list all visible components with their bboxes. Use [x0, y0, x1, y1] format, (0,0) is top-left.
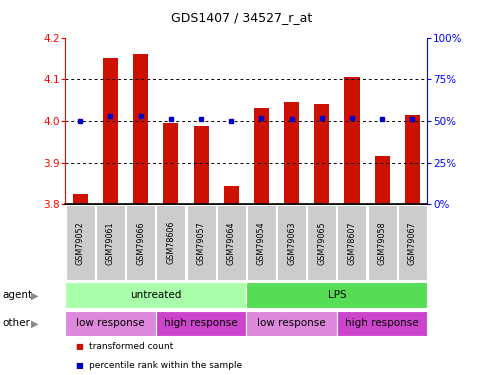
Bar	[314, 104, 329, 204]
Text: high response: high response	[164, 318, 238, 328]
Bar	[247, 205, 276, 280]
Bar	[133, 54, 148, 204]
Bar	[156, 205, 185, 280]
Bar	[405, 115, 420, 204]
Bar	[194, 126, 209, 204]
Bar	[65, 282, 246, 308]
Text: GSM79063: GSM79063	[287, 221, 296, 265]
Text: GSM79054: GSM79054	[257, 221, 266, 265]
Bar	[156, 310, 246, 336]
Bar	[284, 102, 299, 204]
Bar	[65, 310, 156, 336]
Bar	[186, 205, 215, 280]
Text: LPS: LPS	[327, 290, 346, 300]
Text: high response: high response	[345, 318, 419, 328]
Bar	[277, 205, 306, 280]
Text: low response: low response	[76, 318, 145, 328]
Text: GSM79064: GSM79064	[227, 221, 236, 265]
Text: GSM79067: GSM79067	[408, 221, 417, 265]
Bar	[307, 205, 336, 280]
Text: GSM79057: GSM79057	[197, 221, 206, 265]
Text: GSM79052: GSM79052	[76, 221, 85, 265]
Bar	[103, 58, 118, 204]
Bar	[246, 310, 337, 336]
Bar	[337, 310, 427, 336]
Bar	[126, 205, 155, 280]
Text: GSM79065: GSM79065	[317, 221, 327, 265]
Bar	[246, 282, 427, 308]
Bar	[224, 186, 239, 204]
Text: percentile rank within the sample: percentile rank within the sample	[89, 362, 242, 370]
Bar	[73, 194, 88, 204]
Bar	[96, 205, 125, 280]
Text: GSM78607: GSM78607	[347, 221, 356, 265]
Text: low response: low response	[257, 318, 326, 328]
Text: other: other	[2, 318, 30, 328]
Text: GSM78606: GSM78606	[166, 221, 175, 264]
Text: ■: ■	[75, 342, 83, 351]
Bar	[368, 205, 397, 280]
Bar	[163, 123, 178, 204]
Bar	[217, 205, 246, 280]
Bar	[66, 205, 95, 280]
Text: GSM79061: GSM79061	[106, 221, 115, 265]
Bar	[338, 205, 367, 280]
Text: GDS1407 / 34527_r_at: GDS1407 / 34527_r_at	[171, 11, 312, 24]
Bar	[344, 77, 359, 204]
Text: GSM79066: GSM79066	[136, 221, 145, 265]
Text: untreated: untreated	[130, 290, 182, 300]
Text: agent: agent	[2, 290, 32, 300]
Bar	[375, 156, 390, 204]
Text: GSM79058: GSM79058	[378, 221, 387, 265]
Text: ■: ■	[75, 362, 83, 370]
Text: ▶: ▶	[31, 290, 39, 300]
Text: ▶: ▶	[31, 318, 39, 328]
Bar	[398, 205, 427, 280]
Text: transformed count: transformed count	[89, 342, 173, 351]
Bar	[254, 108, 269, 204]
